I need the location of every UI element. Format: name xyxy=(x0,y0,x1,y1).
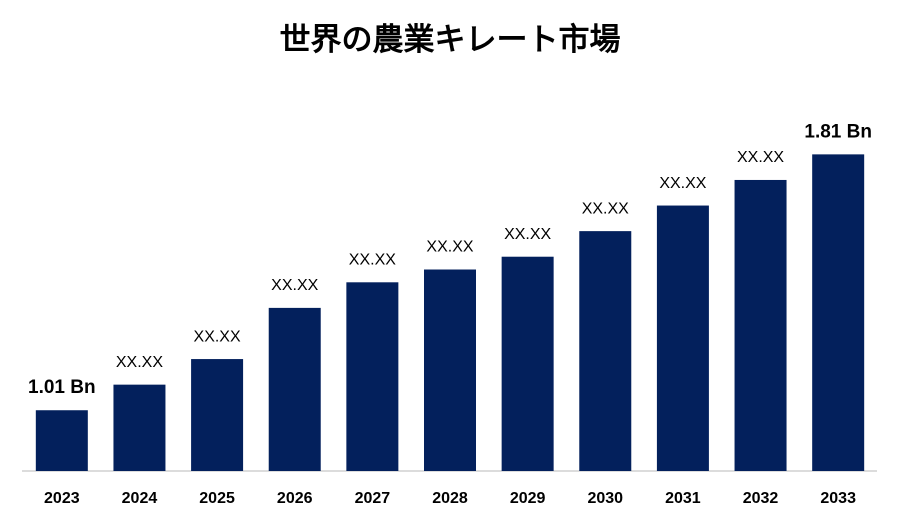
value-label: XX.XX xyxy=(194,328,241,345)
bar xyxy=(191,359,244,471)
value-label: XX.XX xyxy=(582,200,629,217)
bar xyxy=(812,154,865,471)
value-label: XX.XX xyxy=(737,149,784,166)
value-label: 1.81 Bn xyxy=(804,121,872,142)
value-label: XX.XX xyxy=(426,239,473,256)
bar xyxy=(501,256,554,471)
chart-title: 世界の農業キレート市場 xyxy=(280,22,621,57)
x-tick-label: 2028 xyxy=(432,490,468,507)
x-tick-label: 2023 xyxy=(44,490,80,507)
x-tick-label: 2024 xyxy=(122,490,158,507)
value-label: XX.XX xyxy=(659,175,706,192)
x-tick-label: 2032 xyxy=(743,490,779,507)
bar xyxy=(113,384,166,471)
bar xyxy=(346,282,399,471)
x-tick-label: 2029 xyxy=(510,490,546,507)
x-tick-label: 2033 xyxy=(820,490,856,507)
bar xyxy=(268,307,321,471)
x-tick-label: 2030 xyxy=(587,490,623,507)
value-label: XX.XX xyxy=(271,277,318,294)
value-label: XX.XX xyxy=(349,252,396,269)
value-label: 1.01 Bn xyxy=(28,377,96,398)
bar xyxy=(35,410,88,471)
x-tick-label: 2027 xyxy=(355,490,391,507)
bar xyxy=(424,269,476,471)
value-label: XX.XX xyxy=(116,354,163,371)
bar xyxy=(734,179,787,471)
x-tick-label: 2031 xyxy=(665,490,701,507)
bar xyxy=(579,231,632,471)
x-tick-label: 2025 xyxy=(199,490,235,507)
x-tick-label: 2026 xyxy=(277,490,313,507)
value-label: XX.XX xyxy=(504,226,551,243)
bar xyxy=(656,205,709,472)
